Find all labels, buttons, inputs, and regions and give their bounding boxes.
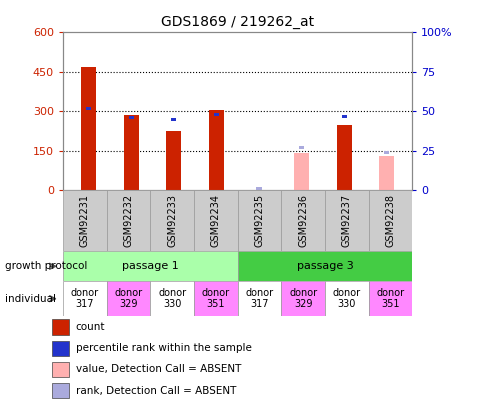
Bar bbox=[194, 190, 237, 251]
Bar bbox=[213, 113, 218, 116]
Bar bbox=[52, 319, 68, 335]
Bar bbox=[209, 110, 223, 190]
Bar bbox=[368, 190, 411, 251]
Bar bbox=[281, 190, 324, 251]
Bar bbox=[324, 190, 368, 251]
Text: GSM92237: GSM92237 bbox=[341, 194, 351, 247]
Bar bbox=[298, 146, 303, 149]
Bar bbox=[63, 281, 106, 316]
Bar bbox=[341, 115, 346, 118]
Bar bbox=[336, 125, 351, 190]
Text: donor
329: donor 329 bbox=[288, 288, 317, 309]
Bar bbox=[86, 107, 91, 110]
Bar bbox=[237, 251, 411, 281]
Bar bbox=[52, 362, 68, 377]
Bar bbox=[150, 190, 194, 251]
Bar bbox=[256, 187, 261, 190]
Bar bbox=[81, 67, 96, 190]
Text: GSM92231: GSM92231 bbox=[80, 194, 90, 247]
Bar bbox=[281, 281, 324, 316]
Text: individual: individual bbox=[5, 294, 56, 304]
Bar bbox=[52, 383, 68, 399]
Bar bbox=[123, 115, 138, 190]
Bar bbox=[237, 281, 281, 316]
Bar bbox=[63, 190, 106, 251]
Text: growth protocol: growth protocol bbox=[5, 261, 87, 271]
Bar bbox=[378, 156, 393, 190]
Text: passage 1: passage 1 bbox=[121, 261, 179, 271]
Bar bbox=[128, 116, 134, 119]
Text: value, Detection Call = ABSENT: value, Detection Call = ABSENT bbox=[76, 364, 241, 375]
Title: GDS1869 / 219262_at: GDS1869 / 219262_at bbox=[161, 15, 314, 29]
Bar bbox=[383, 151, 389, 154]
Text: GSM92238: GSM92238 bbox=[385, 194, 394, 247]
Bar bbox=[368, 281, 411, 316]
Text: rank, Detection Call = ABSENT: rank, Detection Call = ABSENT bbox=[76, 386, 236, 396]
Bar bbox=[106, 281, 150, 316]
Text: percentile rank within the sample: percentile rank within the sample bbox=[76, 343, 251, 353]
Text: GSM92236: GSM92236 bbox=[298, 194, 307, 247]
Bar bbox=[324, 281, 368, 316]
Bar bbox=[194, 281, 237, 316]
Bar bbox=[52, 341, 68, 356]
Bar bbox=[150, 281, 194, 316]
Text: donor
330: donor 330 bbox=[332, 288, 360, 309]
Text: donor
317: donor 317 bbox=[71, 288, 99, 309]
Bar bbox=[106, 190, 150, 251]
Bar bbox=[237, 190, 281, 251]
Text: donor
317: donor 317 bbox=[245, 288, 273, 309]
Text: donor
330: donor 330 bbox=[158, 288, 186, 309]
Text: donor
351: donor 351 bbox=[201, 288, 229, 309]
Text: GSM92233: GSM92233 bbox=[167, 194, 177, 247]
Bar bbox=[166, 131, 181, 190]
Text: GSM92235: GSM92235 bbox=[254, 194, 264, 247]
Text: GSM92234: GSM92234 bbox=[211, 194, 220, 247]
Bar bbox=[63, 251, 237, 281]
Bar bbox=[293, 153, 308, 190]
Text: GSM92232: GSM92232 bbox=[123, 194, 133, 247]
Text: passage 3: passage 3 bbox=[296, 261, 353, 271]
Text: donor
351: donor 351 bbox=[376, 288, 404, 309]
Bar bbox=[171, 118, 176, 121]
Text: count: count bbox=[76, 322, 105, 332]
Text: donor
329: donor 329 bbox=[114, 288, 142, 309]
